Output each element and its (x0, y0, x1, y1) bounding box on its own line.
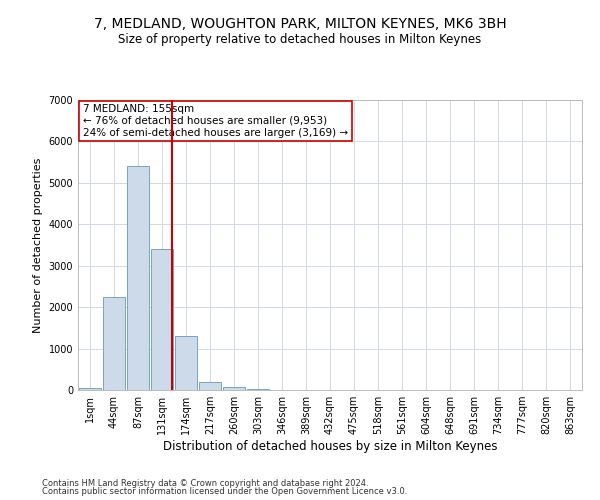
Bar (175, 336, 197, 390)
Text: Contains public sector information licensed under the Open Government Licence v3: Contains public sector information licen… (42, 487, 407, 496)
Bar (127, 166, 149, 390)
Text: Size of property relative to detached houses in Milton Keynes: Size of property relative to detached ho… (118, 32, 482, 46)
Bar (103, 297, 125, 390)
Bar (199, 382, 221, 390)
Y-axis label: Number of detached properties: Number of detached properties (33, 158, 43, 332)
Bar (223, 386, 245, 390)
Text: 7, MEDLAND, WOUGHTON PARK, MILTON KEYNES, MK6 3BH: 7, MEDLAND, WOUGHTON PARK, MILTON KEYNES… (94, 18, 506, 32)
Text: 7 MEDLAND: 155sqm
← 76% of detached houses are smaller (9,953)
24% of semi-detac: 7 MEDLAND: 155sqm ← 76% of detached hous… (83, 104, 348, 138)
Text: Contains HM Land Registry data © Crown copyright and database right 2024.: Contains HM Land Registry data © Crown c… (42, 478, 368, 488)
Bar (151, 249, 173, 390)
Bar (79, 388, 101, 390)
Bar (247, 389, 269, 390)
X-axis label: Distribution of detached houses by size in Milton Keynes: Distribution of detached houses by size … (163, 440, 497, 453)
